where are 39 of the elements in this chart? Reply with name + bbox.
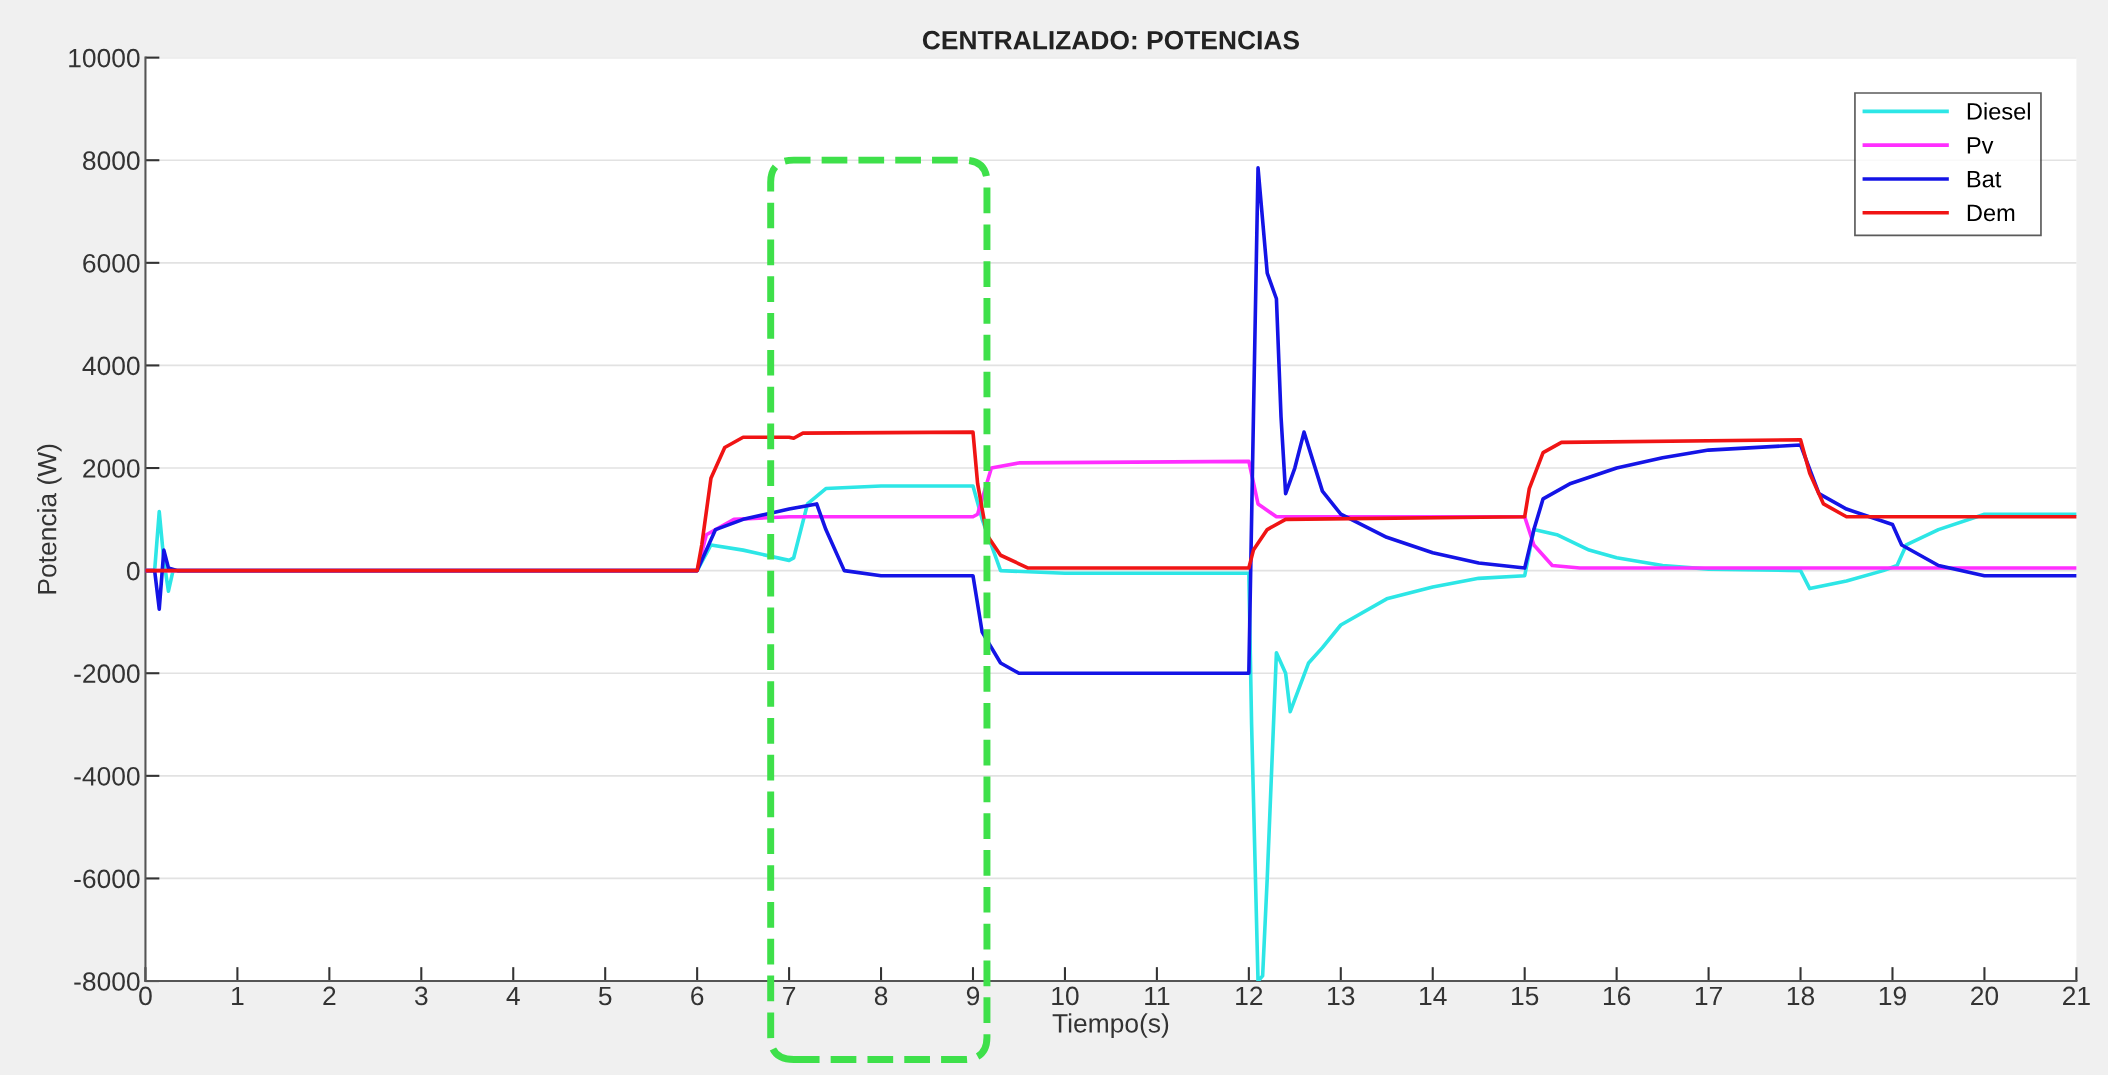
x-tick-label: 4 [506,986,520,1006]
legend-label: Dem [1967,204,2015,222]
legend-label: Pv [1967,137,1994,154]
line-series [145,430,2077,573]
x-tick-label: 11 [1145,986,1170,1006]
y-tick-label: -2000 [74,664,140,684]
y-tick-label: -6000 [74,869,140,889]
x-tick-label: 8 [874,986,888,1006]
x-tick-label: 6 [691,986,704,1006]
x-tick-label: 10 [1052,986,1079,1006]
x-tick-label: 5 [598,986,612,1006]
x-tick-label: 17 [1695,986,1722,1006]
y-tick-label: 6000 [83,253,140,273]
x-tick-label: 20 [1971,986,1999,1006]
x-tick-label: 13 [1328,986,1355,1006]
y-tick-label: 2000 [83,459,140,478]
y-axis-title: Potencia (W) [37,444,62,594]
x-tick-label: 12 [1236,986,1263,1006]
x-axis-title: Tiempo(s) [1052,1013,1169,1038]
x-tick-label: 14 [1420,986,1447,1006]
x-tick-label: 21 [2063,986,2090,1006]
y-tick-label: 4000 [82,356,140,376]
y-tick-label: -4000 [74,766,140,786]
y-tick-label: 0 [126,561,140,581]
x-tick-label: 19 [1879,986,1906,1006]
y-tick-label: 8000 [83,151,140,171]
y-tick-label: -8000 [74,972,140,991]
x-tick-label: 16 [1603,986,1631,1006]
x-tick-label: 3 [414,986,428,1006]
legend-label: Diesel [1967,102,2030,120]
x-tick-label: 18 [1787,986,1815,1006]
legend-label: Bat [1967,170,2002,188]
x-tick-label: 1 [232,986,244,1006]
x-tick-label: 7 [783,986,796,1006]
x-tick-label: 2 [323,986,336,1006]
x-tick-label: 9 [966,986,980,1006]
y-tick-label: 10000 [69,48,140,68]
x-tick-label: 15 [1512,986,1539,1006]
chart-title: CENTRALIZADO: POTENCIAS [922,30,1299,50]
